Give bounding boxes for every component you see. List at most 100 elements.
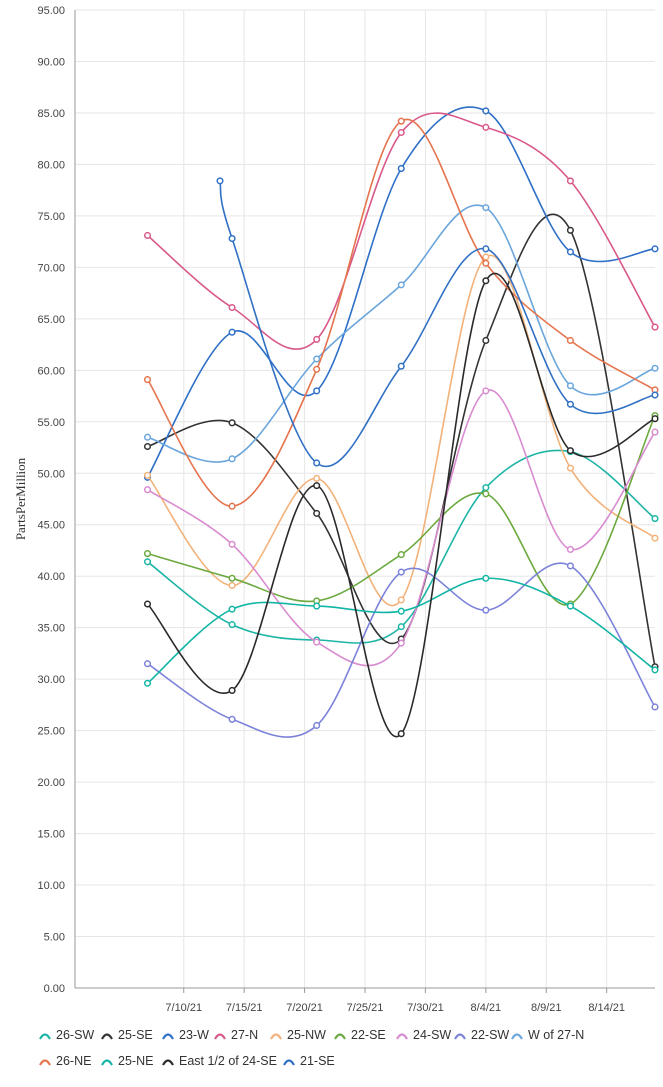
x-tick-label: 8/9/21 [531, 1002, 562, 1014]
series-w-of-27-n [143, 204, 659, 463]
data-point [397, 281, 405, 289]
y-tick-label: 75.00 [37, 211, 65, 223]
series-25-nw [143, 253, 659, 607]
data-point [482, 259, 490, 267]
legend-label: 24-SW [413, 1028, 451, 1042]
legend-swatch [454, 1033, 466, 1040]
data-point [651, 703, 659, 711]
data-point [228, 502, 236, 510]
legend-item[interactable]: 26-NE [39, 1054, 91, 1068]
x-tick-label: 7/15/21 [226, 1002, 263, 1014]
data-point [566, 248, 574, 256]
data-point [397, 164, 405, 173]
y-tick-label: 25.00 [37, 726, 65, 738]
data-point [143, 486, 152, 494]
series-25-ne [143, 574, 659, 687]
legend-item[interactable]: East 1/2 of 24-SE [162, 1054, 277, 1068]
y-tick-label: 5.00 [44, 932, 65, 944]
data-point [651, 534, 659, 542]
legend-label: 25-SE [118, 1028, 153, 1042]
x-tick-label: 8/14/21 [588, 1002, 625, 1014]
data-point [482, 606, 490, 614]
data-point [397, 623, 405, 631]
data-point [143, 442, 152, 451]
data-point [566, 336, 574, 345]
data-point [143, 471, 152, 479]
x-tick-label: 7/25/21 [347, 1002, 384, 1014]
series-line [146, 254, 656, 607]
data-point [143, 231, 152, 240]
data-point [482, 387, 490, 395]
legend-label: 27-N [231, 1028, 258, 1042]
data-point [397, 607, 405, 615]
data-point [228, 605, 236, 613]
x-tick-label: 7/20/21 [286, 1002, 323, 1014]
y-tick-label: 80.00 [37, 159, 65, 171]
data-point [228, 328, 236, 336]
legend-item[interactable]: 23-W [162, 1028, 209, 1042]
data-point [566, 562, 574, 570]
x-tick-label: 7/30/21 [407, 1002, 444, 1014]
data-point [397, 117, 405, 125]
legend-item[interactable]: 24-SW [396, 1028, 451, 1042]
data-point [651, 515, 659, 523]
series-21-se [216, 177, 659, 467]
legend-item[interactable]: 22-SW [454, 1028, 509, 1042]
data-point [566, 464, 574, 472]
legend-label: W of 27-N [528, 1028, 584, 1042]
legend-item[interactable]: 25-SE [101, 1028, 153, 1042]
legend-item[interactable]: 22-SE [334, 1028, 386, 1042]
data-point [482, 245, 490, 253]
data-point [482, 484, 490, 492]
legend-item[interactable]: 26-SW [39, 1028, 94, 1042]
y-axis-title: PartsPerMillion [13, 457, 28, 540]
data-point [651, 245, 659, 253]
data-point [313, 638, 321, 646]
legend-swatch [39, 1059, 51, 1066]
series-line [147, 415, 656, 606]
data-point [482, 204, 490, 212]
legend-swatch [162, 1033, 174, 1040]
data-point [313, 721, 321, 730]
data-point [228, 303, 236, 312]
data-point [228, 419, 236, 427]
y-tick-label: 50.00 [37, 468, 65, 480]
legend-label: 26-NE [56, 1054, 91, 1068]
legend-label: 22-SE [351, 1028, 386, 1042]
legend-item[interactable]: W of 27-N [511, 1028, 584, 1042]
data-point [313, 355, 321, 363]
data-point [397, 128, 405, 137]
data-point [651, 428, 659, 436]
legend-item[interactable]: 27-N [214, 1028, 258, 1042]
data-point [397, 362, 405, 370]
legend-item[interactable]: 25-NW [270, 1028, 326, 1042]
data-point [397, 730, 405, 738]
y-tick-label: 30.00 [37, 674, 65, 686]
legend-item[interactable]: 25-NE [101, 1054, 153, 1068]
y-tick-label: 70.00 [37, 262, 65, 274]
data-point [482, 123, 490, 131]
legend: 26-SW 25-SE 23-W 27-N 25-NW 22-SE 24-SW 22-SW W … [39, 1028, 584, 1068]
data-point [216, 177, 224, 185]
legend-swatch [39, 1033, 51, 1040]
y-tick-label: 20.00 [37, 777, 65, 789]
x-axis-ticks: 7/10/21 7/15/21 7/20/21 7/25/21 7/30/21 8/4/2… [165, 988, 625, 1014]
y-tick-label: 65.00 [37, 314, 65, 326]
y-tick-label: 35.00 [37, 623, 65, 635]
legend-swatch [334, 1033, 346, 1040]
legend-swatch [101, 1033, 113, 1040]
data-point [143, 376, 152, 384]
data-point [651, 415, 659, 423]
data-point [482, 574, 490, 582]
data-point [651, 391, 659, 399]
data-point [651, 364, 659, 372]
legend-item[interactable]: 21-SE [283, 1054, 335, 1068]
series-27-n [143, 112, 659, 350]
data-point [313, 602, 321, 610]
data-point [228, 686, 236, 695]
series-line [146, 112, 656, 350]
data-point [482, 253, 490, 261]
data-point [143, 660, 152, 668]
data-point [397, 551, 405, 559]
data-point [397, 568, 405, 576]
